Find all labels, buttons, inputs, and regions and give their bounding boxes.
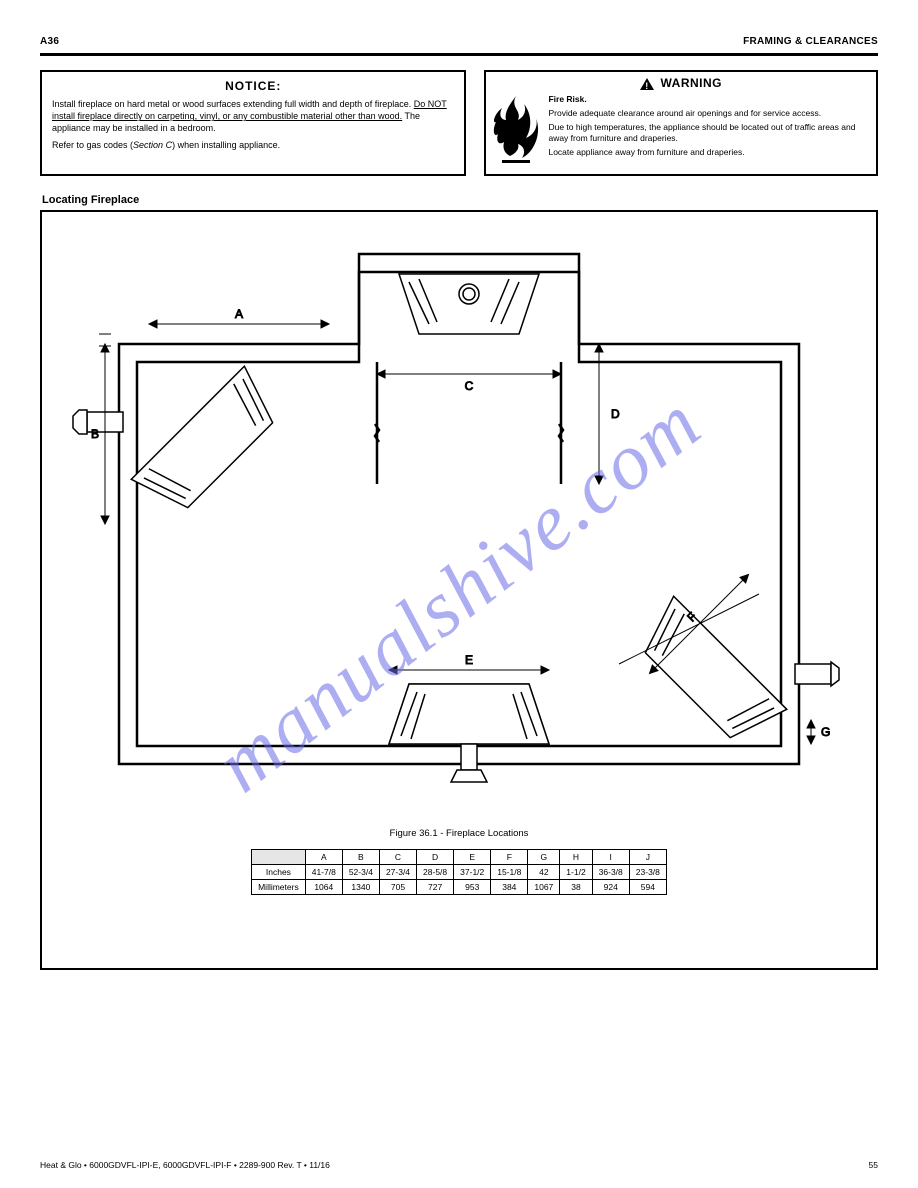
cell: 924 bbox=[592, 879, 629, 894]
top-row: NOTICE: Install fireplace on hard metal … bbox=[40, 70, 878, 176]
row-unit: Inches bbox=[252, 864, 306, 879]
svg-text:B: B bbox=[91, 427, 99, 441]
notice-line3-prefix: Refer to gas codes ( bbox=[52, 140, 133, 150]
col-E: E bbox=[454, 849, 491, 864]
cell: 953 bbox=[454, 879, 491, 894]
col-I: I bbox=[592, 849, 629, 864]
svg-text:!: ! bbox=[646, 81, 650, 90]
svg-text:G: G bbox=[821, 725, 830, 739]
warning-triangle-icon: ! bbox=[640, 78, 654, 90]
cell: 38 bbox=[560, 879, 592, 894]
section-label: Locating Fireplace bbox=[42, 194, 878, 206]
cell: 37-1/2 bbox=[454, 864, 491, 879]
warning-text: Fire Risk. Provide adequate clearance ar… bbox=[548, 94, 870, 166]
warning-p1: Provide adequate clearance around air op… bbox=[548, 108, 870, 119]
warning-box: ! WARNING Fire Risk. Provide adequate cl… bbox=[484, 70, 878, 176]
notice-line3-suffix: ) when installing appliance. bbox=[172, 140, 280, 150]
notice-line3-em: Section C bbox=[133, 140, 172, 150]
diagram: A B C bbox=[54, 224, 864, 814]
col-G: G bbox=[528, 849, 560, 864]
cell: 1-1/2 bbox=[560, 864, 592, 879]
page-title: FRAMING & CLEARANCES bbox=[743, 36, 878, 47]
warning-heading: Fire Risk. bbox=[548, 94, 586, 104]
svg-text:C: C bbox=[465, 379, 474, 393]
warning-p3: Locate appliance away from furniture and… bbox=[548, 147, 870, 158]
cell: 1067 bbox=[528, 879, 560, 894]
page-id: A36 bbox=[40, 36, 59, 47]
notice-title: NOTICE: bbox=[52, 78, 454, 94]
warning-title: WARNING bbox=[660, 76, 722, 92]
page-header: A36 FRAMING & CLEARANCES bbox=[40, 36, 878, 47]
col-H: H bbox=[560, 849, 592, 864]
cell: 36-3/8 bbox=[592, 864, 629, 879]
table-header-row: A B C D E F G H I J bbox=[252, 849, 667, 864]
dim-label-A: A bbox=[235, 307, 243, 321]
col-J: J bbox=[629, 849, 666, 864]
warning-p2: Due to high temperatures, the appliance … bbox=[548, 122, 870, 144]
cell: 705 bbox=[379, 879, 416, 894]
cell: 384 bbox=[491, 879, 528, 894]
cell: 28-5/8 bbox=[417, 864, 454, 879]
row-unit: Millimeters bbox=[252, 879, 306, 894]
flame-icon bbox=[492, 94, 540, 166]
col-F: F bbox=[491, 849, 528, 864]
table-corner-cell bbox=[252, 849, 306, 864]
dimensions-table: A B C D E F G H I J Inches 41-7/8 52-3/4… bbox=[251, 849, 667, 895]
col-C: C bbox=[379, 849, 416, 864]
table-row: Millimeters 1064 1340 705 727 953 384 10… bbox=[252, 879, 667, 894]
figure-frame: A B C bbox=[40, 210, 878, 970]
notice-text: Install fireplace on hard metal or wood … bbox=[52, 98, 454, 134]
cell: 27-3/4 bbox=[379, 864, 416, 879]
cell: 727 bbox=[417, 879, 454, 894]
notice-line1-prefix: Install fireplace on hard metal or wood … bbox=[52, 99, 411, 109]
col-A: A bbox=[305, 849, 342, 864]
figure-caption: Figure 36.1 - Fireplace Locations bbox=[54, 828, 864, 839]
cell: 1340 bbox=[342, 879, 379, 894]
cell: 23-3/8 bbox=[629, 864, 666, 879]
cell: 41-7/8 bbox=[305, 864, 342, 879]
page-footer: Heat & Glo • 6000GDVFL-IPI-E, 6000GDVFL-… bbox=[40, 1160, 878, 1170]
footer-right: 55 bbox=[869, 1160, 878, 1170]
svg-text:D: D bbox=[611, 407, 620, 421]
cell: 52-3/4 bbox=[342, 864, 379, 879]
svg-text:E: E bbox=[465, 653, 473, 667]
table-row: Inches 41-7/8 52-3/4 27-3/4 28-5/8 37-1/… bbox=[252, 864, 667, 879]
footer-left: Heat & Glo • 6000GDVFL-IPI-E, 6000GDVFL-… bbox=[40, 1160, 330, 1170]
header-rule bbox=[40, 53, 878, 56]
cell: 594 bbox=[629, 879, 666, 894]
cell: 1064 bbox=[305, 879, 342, 894]
cell: 42 bbox=[528, 864, 560, 879]
notice-box: NOTICE: Install fireplace on hard metal … bbox=[40, 70, 466, 176]
col-D: D bbox=[417, 849, 454, 864]
col-B: B bbox=[342, 849, 379, 864]
cell: 15-1/8 bbox=[491, 864, 528, 879]
warning-title-row: ! WARNING bbox=[492, 76, 870, 92]
notice-line3: Refer to gas codes (Section C) when inst… bbox=[52, 139, 454, 151]
